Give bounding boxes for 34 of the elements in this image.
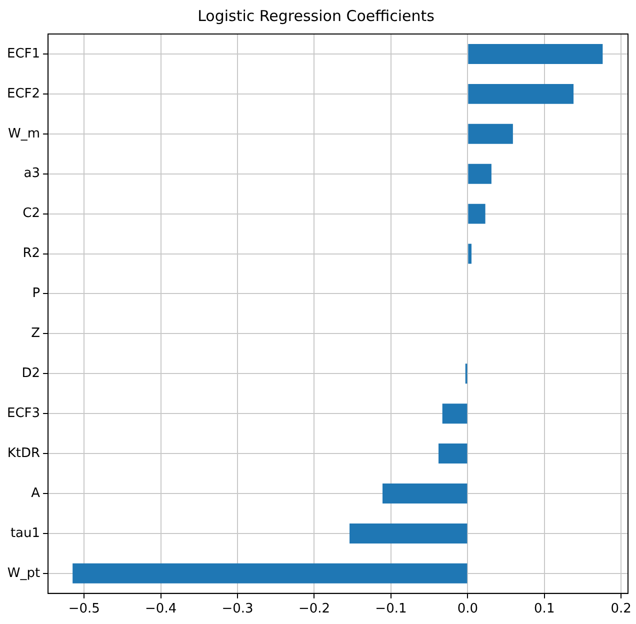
bar xyxy=(468,244,472,264)
chart-title: Logistic Regression Coefficients xyxy=(198,6,435,25)
bar xyxy=(438,444,468,464)
x-tick-label: 0.1 xyxy=(534,602,555,617)
x-tick-label: 0.2 xyxy=(610,602,632,617)
y-tick-label: ECF3 xyxy=(6,406,40,421)
y-tick-label: ECF1 xyxy=(6,46,40,62)
y-tick-label: C2 xyxy=(22,206,40,222)
bar xyxy=(442,404,468,424)
y-tick-label: KtDR xyxy=(7,446,40,461)
bar xyxy=(72,563,468,584)
bar xyxy=(468,124,513,144)
bar xyxy=(468,84,574,104)
x-tick-label: −0.4 xyxy=(145,602,177,617)
y-tick-label: W_pt xyxy=(7,566,40,581)
bar xyxy=(468,44,603,64)
bar xyxy=(468,164,492,184)
y-tick-label: tau1 xyxy=(10,526,40,541)
x-tick-label: −0.1 xyxy=(375,602,407,617)
y-tick-label: P xyxy=(32,286,40,302)
y-tick-label: D2 xyxy=(22,366,40,382)
y-tick-label: A xyxy=(31,486,40,501)
x-tick-label: 0.0 xyxy=(457,602,478,617)
bar xyxy=(382,484,468,504)
bar xyxy=(350,523,468,544)
y-tick-label: W_m xyxy=(8,126,40,142)
y-tick-label: a3 xyxy=(24,166,40,182)
bar xyxy=(468,204,486,224)
x-tick-label: −0.3 xyxy=(222,602,254,617)
y-tick-label: ECF2 xyxy=(6,86,40,102)
y-tick-label: Z xyxy=(31,326,40,342)
y-tick-label: R2 xyxy=(22,246,40,262)
x-tick-label: −0.5 xyxy=(68,602,100,617)
x-tick-label: −0.2 xyxy=(298,602,330,617)
